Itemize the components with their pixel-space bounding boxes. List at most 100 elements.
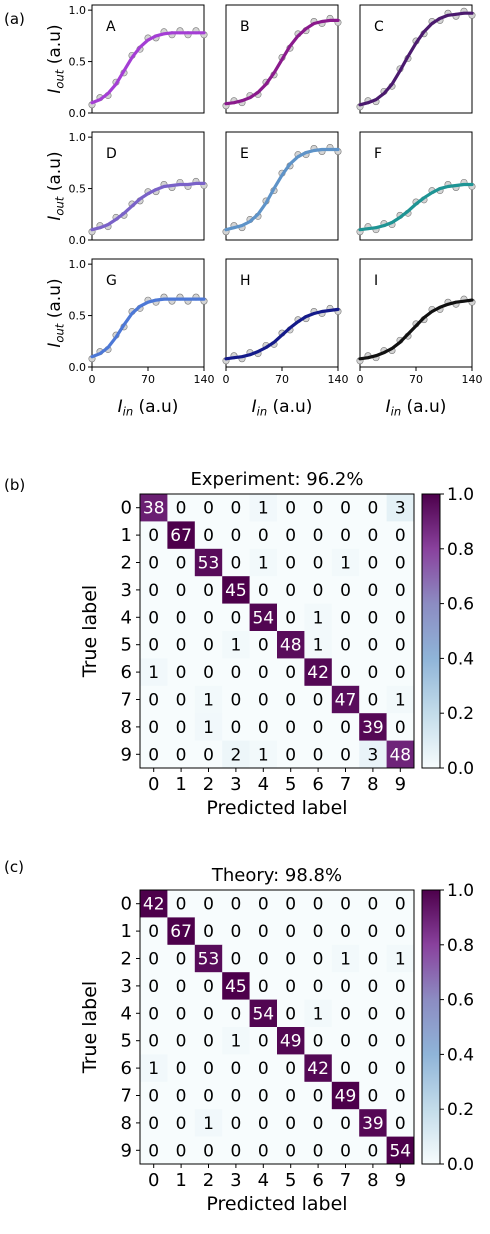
cm-cell — [194, 1054, 223, 1083]
cm-cell-value: 0 — [258, 1059, 269, 1079]
cm-cell-value: 0 — [367, 608, 378, 628]
cm-cell-value: 0 — [176, 663, 187, 683]
cm-cell-value: 0 — [367, 581, 378, 601]
cm-cell-value: 0 — [395, 977, 406, 997]
y-tick-label: 1.0 — [69, 258, 87, 271]
cm-cell-value: 39 — [362, 1114, 384, 1134]
cm-cell — [167, 917, 196, 946]
cm-cell — [194, 685, 223, 714]
y-tick-label: 0.5 — [69, 56, 87, 69]
subplot-C: C — [356, 4, 476, 114]
cm-cell-value: 1 — [313, 608, 324, 628]
cm-cell-value: 0 — [285, 718, 296, 738]
cm-cell-value: 0 — [176, 1087, 187, 1107]
cm-cell-value: 0 — [285, 1114, 296, 1134]
x-tick-label: 2 — [203, 1170, 214, 1191]
cm-cell — [359, 972, 387, 1000]
cm-cell-value: 0 — [313, 718, 324, 738]
cm-cell — [386, 576, 415, 604]
cm-cell — [304, 972, 333, 1000]
cm-cell-value: 0 — [395, 1059, 406, 1079]
cm-cell-value: 42 — [307, 1059, 329, 1079]
cm-cell-value: 0 — [367, 895, 378, 915]
cm-cell — [140, 548, 168, 577]
cm-cell — [359, 890, 387, 918]
cm-cell-value: 42 — [307, 663, 329, 683]
cm-cell-value: 0 — [367, 1141, 378, 1161]
cm-cell-value: 0 — [176, 718, 187, 738]
cm-cell — [194, 576, 223, 604]
cm-cell — [277, 999, 305, 1028]
cm-cell — [386, 740, 415, 769]
x-tick-label: 2 — [203, 774, 214, 795]
cm-cell-value: 0 — [367, 950, 378, 970]
subplot-letter: F — [374, 146, 382, 162]
cm-cell-value: 0 — [395, 1114, 406, 1134]
cm-cell-value: 0 — [148, 1141, 159, 1161]
cm-cell-value: 0 — [148, 1032, 159, 1052]
panel-c-confusion-matrix: Theory: 98.8%42 0 0 0 0 0 0 0 0 00 67 0 0 0 0 0 0 0 00 0 53 0… — [79, 865, 474, 1215]
cm-cell-value: 0 — [395, 663, 406, 683]
cm-cell — [167, 631, 196, 659]
cm-cell-value: 0 — [258, 636, 269, 656]
x-tick-label: 70 — [409, 373, 423, 386]
cm-cell — [167, 713, 196, 741]
cm-cell-value: 0 — [367, 1004, 378, 1024]
cm-cell-value: 0 — [203, 1032, 214, 1052]
cm-cell-value: 0 — [340, 499, 351, 519]
cm-cell-value: 0 — [176, 745, 187, 765]
x-tick-label: 6 — [312, 1170, 323, 1191]
cm-cell — [167, 685, 196, 714]
cm-cell-value: 0 — [203, 977, 214, 997]
cm-frame — [139, 889, 415, 1165]
cm-cell — [194, 917, 223, 946]
cm-cell-value: 0 — [176, 499, 187, 519]
cm-cell — [167, 548, 196, 577]
cm-cell-value: 0 — [176, 950, 187, 970]
cm-cell-value: 0 — [367, 526, 378, 546]
cm-cell — [167, 1054, 196, 1083]
cm-cell — [277, 890, 305, 918]
cm-cell-value: 54 — [389, 1141, 411, 1161]
cm-cell-value: 0 — [176, 1059, 187, 1079]
cm-cell-value: 0 — [258, 1032, 269, 1052]
y-tick-label: 0.0 — [69, 234, 87, 247]
cm-cell-value: 0 — [340, 895, 351, 915]
cm-cell — [386, 521, 415, 550]
x-tick-label: 3 — [230, 774, 241, 795]
cm-cell-value: 0 — [367, 691, 378, 711]
cm-cell-value: 0 — [203, 499, 214, 519]
cm-cell — [167, 521, 196, 550]
cm-cell — [194, 631, 223, 659]
x-axis-label: Iin (a.u) — [118, 397, 179, 419]
y-tick-label: 1.0 — [69, 4, 87, 17]
cm-cell — [140, 917, 168, 946]
cm-cell-value: 0 — [258, 950, 269, 970]
fit-curve — [224, 147, 340, 232]
x-axis-label: Iin (a.u) — [386, 397, 447, 419]
cm-cell-value: 0 — [340, 1059, 351, 1079]
cm-cell-value: 0 — [176, 1032, 187, 1052]
cm-cell — [167, 1136, 196, 1165]
y-tick-label: 0 — [121, 498, 132, 519]
cm-cell-value: 0 — [258, 1114, 269, 1134]
cm-cell-value: 0 — [395, 1032, 406, 1052]
cm-cell-value: 0 — [340, 636, 351, 656]
cm-cell-value: 0 — [340, 526, 351, 546]
colorbar-tick-label: 0.2 — [447, 704, 474, 724]
cm-cell — [194, 1027, 223, 1055]
cm-cell — [277, 917, 305, 946]
cm-cell-value: 0 — [230, 922, 241, 942]
x-tick-label: 6 — [312, 774, 323, 795]
cm-cell-value: 1 — [203, 691, 214, 711]
cm-cell — [331, 494, 360, 522]
cm-cell — [194, 603, 223, 632]
cm-cell-value: 42 — [143, 895, 165, 915]
cm-cell-value: 0 — [367, 1087, 378, 1107]
cm-cell — [386, 890, 415, 918]
cm-cell — [222, 972, 250, 1000]
colorbar-tick-label: 0.0 — [447, 1155, 474, 1175]
cm-cell — [331, 1109, 360, 1137]
cm-cell — [222, 576, 250, 604]
